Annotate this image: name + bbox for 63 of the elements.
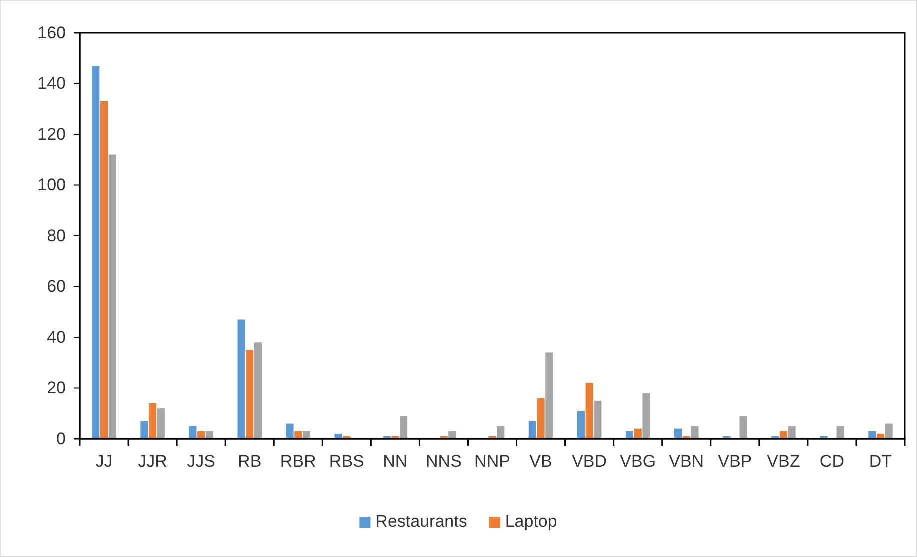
x-tick-label: NNP [474, 452, 510, 472]
bar [108, 154, 116, 439]
y-tick-label: 40 [47, 328, 66, 347]
y-tick-label: 100 [38, 176, 66, 195]
bar [157, 408, 165, 439]
bar [100, 102, 108, 439]
y-tick-label: 140 [38, 74, 66, 94]
bar [537, 398, 545, 439]
x-tick-label: CD [820, 452, 844, 472]
x-tick-label: VBP [718, 452, 752, 472]
x-tick-label: VB [530, 452, 552, 472]
bar [497, 426, 505, 439]
bar [206, 431, 214, 439]
x-tick-label: RB [238, 452, 262, 472]
y-tick-label: 20 [47, 378, 66, 398]
y-tick-label: 120 [38, 124, 66, 144]
x-tick-label: NN [383, 452, 408, 472]
x-tick-label: VBD [572, 452, 608, 472]
y-tick-label: 160 [38, 23, 66, 42]
bar [642, 393, 650, 439]
legend-label: Restaurants [376, 512, 468, 531]
bar [149, 403, 157, 439]
bar [546, 352, 554, 439]
bar [92, 66, 100, 439]
x-tick-label: JJS [187, 452, 216, 472]
x-tick-label: RBS [329, 452, 364, 472]
x-tick-label: VBZ [767, 452, 800, 472]
bar [448, 431, 456, 439]
bar [302, 431, 311, 439]
bar [674, 428, 682, 439]
legend-label: Laptop [505, 512, 558, 531]
bar [294, 431, 302, 439]
bar [691, 426, 699, 439]
bar [189, 426, 197, 439]
bar [780, 431, 788, 439]
bar [238, 320, 246, 439]
bar [594, 400, 602, 439]
x-tick-label: VBN [669, 452, 704, 472]
bar [868, 431, 876, 439]
bar [246, 350, 254, 439]
bar [788, 426, 796, 439]
y-tick-label: 60 [47, 277, 66, 296]
x-tick-label: RBR [280, 452, 316, 472]
bar [885, 424, 893, 439]
bar [740, 416, 748, 439]
bar [198, 431, 206, 439]
bar [626, 431, 634, 439]
x-tick-label: NNS [426, 452, 462, 472]
bar [577, 411, 585, 439]
bar [400, 416, 408, 439]
x-tick-label: VBG [620, 452, 656, 472]
bar [586, 383, 594, 439]
bar [528, 421, 536, 439]
y-tick-label: 80 [47, 226, 66, 246]
x-tick-label: JJ [96, 452, 113, 472]
bar [286, 424, 294, 439]
y-tick-label: 0 [56, 429, 66, 448]
x-tick-label: JJR [138, 452, 168, 472]
bar [140, 421, 148, 439]
bar [254, 342, 262, 439]
bar [836, 426, 844, 439]
bar [634, 428, 642, 439]
x-tick-label: DT [869, 452, 892, 472]
